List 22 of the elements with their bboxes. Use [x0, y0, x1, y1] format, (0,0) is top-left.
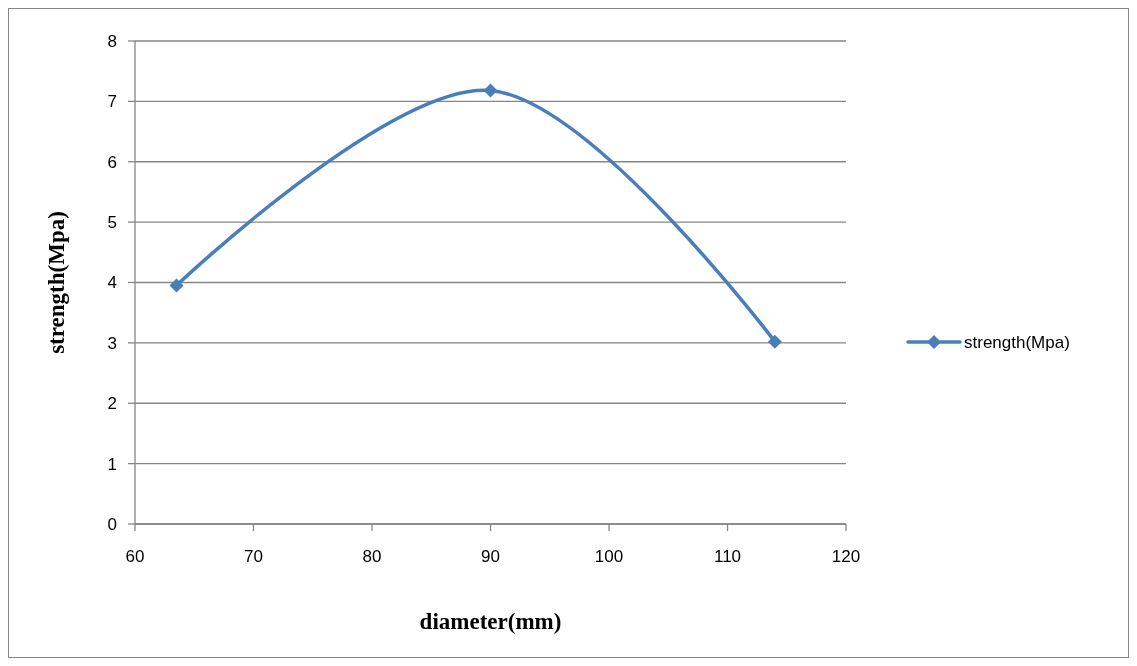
- y-axis-title: strength(Mpa): [44, 211, 69, 354]
- x-tick-label: 90: [481, 547, 500, 566]
- point: [169, 278, 184, 293]
- x-tick-label: 60: [125, 547, 145, 566]
- point: [767, 334, 782, 349]
- y-tick-label: 0: [107, 514, 117, 534]
- x-tick-label: 70: [244, 547, 263, 566]
- y-tick-label: 4: [107, 273, 117, 293]
- y-tick-label: 1: [107, 454, 117, 474]
- legend-label: strength(Mpa): [964, 332, 1070, 352]
- x-tick-label: 110: [713, 547, 742, 566]
- x-axis-title: diameter(mm): [419, 609, 562, 634]
- y-tick-label: 6: [107, 152, 117, 172]
- y-tick-label: 7: [107, 92, 117, 112]
- x-tick-label: 80: [362, 547, 382, 566]
- y-tick-label: 8: [107, 31, 117, 51]
- x-tick-label: 100: [594, 547, 624, 566]
- x-tick-label: 120: [831, 547, 861, 566]
- point: [483, 83, 498, 98]
- y-tick-label: 2: [107, 394, 117, 414]
- y-tick-label: 3: [107, 333, 117, 353]
- y-tick-label: 5: [107, 213, 117, 233]
